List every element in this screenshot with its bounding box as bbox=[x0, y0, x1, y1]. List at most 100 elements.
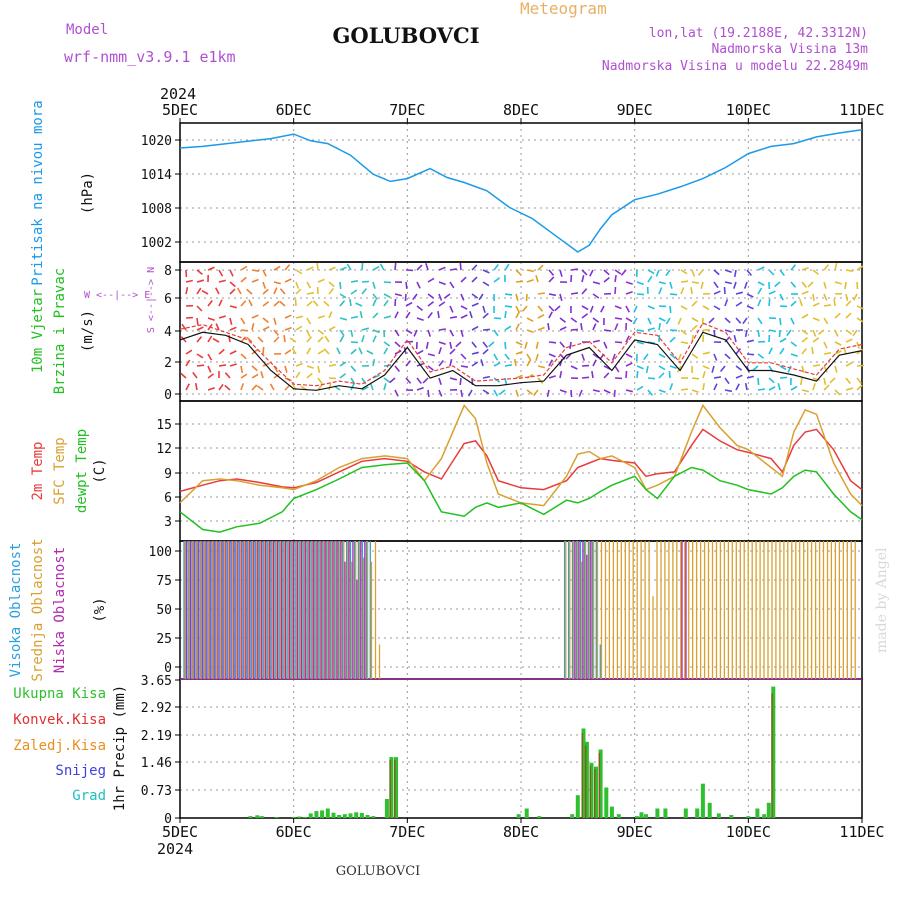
wind-arrow bbox=[296, 364, 303, 366]
wind-arrow bbox=[791, 301, 796, 306]
wind-arrow bbox=[857, 282, 858, 289]
wind-arrow bbox=[714, 291, 720, 294]
wind-arrow bbox=[830, 378, 835, 383]
wind-arrow bbox=[824, 294, 827, 300]
wind-arrow bbox=[329, 312, 332, 318]
wind-arrow bbox=[340, 282, 341, 289]
y-axis-unit: (m/s) bbox=[80, 310, 96, 352]
wind-arrow bbox=[494, 330, 498, 336]
wind-arrow bbox=[709, 318, 714, 323]
wind-arrow bbox=[560, 270, 562, 277]
wind-arrow bbox=[208, 388, 215, 390]
wind-arrow bbox=[413, 294, 417, 300]
wind-arrow bbox=[846, 378, 850, 384]
wind-arrow bbox=[197, 354, 203, 358]
wind-arrow bbox=[307, 348, 311, 354]
wind-arrow bbox=[681, 288, 684, 295]
precip-bar bbox=[746, 816, 750, 818]
wind-arrow bbox=[426, 263, 428, 270]
wind-arrow bbox=[263, 327, 269, 330]
wind-arrow bbox=[813, 330, 816, 337]
wind-arrow bbox=[570, 342, 571, 349]
wind-arrow bbox=[241, 383, 243, 390]
y-axis-unit: (hPa) bbox=[80, 172, 96, 214]
wind-arrow bbox=[835, 351, 841, 354]
wind-arrow bbox=[670, 306, 671, 313]
wind-arrow bbox=[725, 330, 732, 332]
wind-arrow bbox=[614, 390, 615, 397]
wind-arrow bbox=[318, 350, 324, 354]
wind-arrow bbox=[252, 270, 259, 271]
y-tick-label: 8 bbox=[164, 264, 172, 279]
wind-arrow bbox=[317, 263, 318, 270]
wind-arrow bbox=[527, 318, 533, 321]
wind-arrow bbox=[362, 282, 369, 283]
wind-arrow bbox=[808, 282, 813, 287]
wind-arrow bbox=[461, 354, 466, 359]
precip-bar bbox=[320, 810, 324, 818]
wind-arrow bbox=[406, 330, 412, 333]
wind-arrow bbox=[854, 294, 857, 300]
wind-arrow bbox=[252, 385, 257, 390]
wind-arrow bbox=[615, 366, 619, 372]
wind-arrow bbox=[538, 306, 543, 311]
y-tick-label: 25 bbox=[156, 632, 172, 647]
wind-arrow bbox=[725, 287, 726, 294]
wind-arrow bbox=[472, 352, 479, 354]
wind-arrow bbox=[213, 339, 219, 342]
wind-arrow bbox=[423, 378, 428, 383]
wind-arrow bbox=[780, 348, 784, 354]
wind-arrow bbox=[318, 366, 320, 373]
wind-arrow bbox=[560, 327, 566, 330]
wind-arrow bbox=[395, 263, 396, 270]
precip-bar bbox=[640, 812, 644, 818]
wind-arrow bbox=[681, 281, 688, 282]
wind-arrow bbox=[593, 294, 599, 298]
precip-bar bbox=[297, 817, 301, 819]
wind-arrow bbox=[592, 371, 593, 378]
wind-arrow bbox=[800, 299, 802, 306]
wind-arrow bbox=[505, 365, 512, 366]
wind-arrow bbox=[340, 301, 345, 306]
wind-arrow bbox=[263, 347, 264, 354]
wind-arrow bbox=[637, 282, 644, 284]
precip-bar bbox=[249, 816, 253, 818]
wind-arrow bbox=[824, 282, 826, 289]
precip-bar bbox=[755, 809, 759, 819]
wind-arrow bbox=[483, 377, 490, 378]
wind-arrow bbox=[780, 270, 784, 276]
wind-arrow bbox=[634, 306, 637, 312]
y-axis-unit: 1hr Precip (mm) bbox=[112, 685, 128, 811]
watermark: made by Angel bbox=[874, 547, 890, 653]
wind-arrow bbox=[615, 270, 621, 274]
wind-arrow bbox=[824, 385, 829, 390]
precip-conv-bar bbox=[582, 733, 584, 818]
y-tick-label: 2.92 bbox=[141, 701, 172, 716]
wind-arrow bbox=[536, 342, 538, 349]
wind-arrow bbox=[461, 306, 467, 309]
wind-arrow bbox=[197, 365, 204, 366]
wind-arrow bbox=[351, 349, 356, 354]
wind-arrow bbox=[846, 301, 851, 306]
wind-arrow bbox=[324, 301, 329, 306]
y-tick-label: 75 bbox=[156, 574, 172, 589]
wind-arrow bbox=[516, 294, 518, 301]
wind-arrow bbox=[571, 293, 578, 294]
wind-arrow bbox=[549, 277, 554, 282]
wind-arrow bbox=[582, 270, 587, 275]
wind-arrow bbox=[263, 270, 266, 276]
wind-arrow bbox=[691, 287, 692, 294]
wind-arrow bbox=[505, 306, 512, 307]
precip-conv-bar bbox=[599, 753, 601, 818]
wind-arrow bbox=[678, 318, 681, 325]
wind-arrow bbox=[824, 342, 827, 348]
wind-arrow bbox=[318, 337, 323, 342]
wind-arrow bbox=[813, 338, 819, 342]
wind-arrow bbox=[219, 280, 226, 282]
wind-arrow bbox=[417, 265, 422, 270]
wind-arrow bbox=[230, 351, 236, 354]
wind-arrow bbox=[505, 378, 507, 385]
wind-arrow bbox=[230, 318, 232, 325]
wind-arrow bbox=[325, 336, 329, 342]
wind-arrow bbox=[604, 270, 609, 275]
